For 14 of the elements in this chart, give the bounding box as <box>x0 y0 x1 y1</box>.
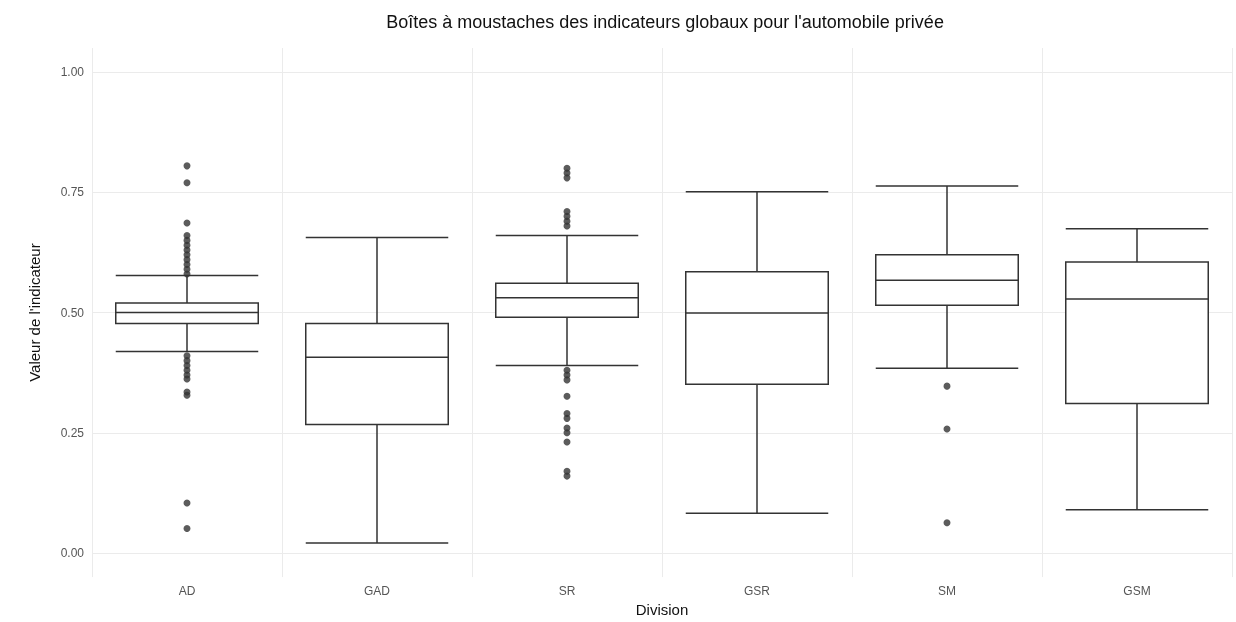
y-tick-label: 0.25 <box>60 425 85 440</box>
chart-title: Boîtes à moustaches des indicateurs globaux pour l'automobile privée <box>386 12 944 32</box>
y-tick-label: 1.00 <box>60 65 85 80</box>
x-tick-label: GAD <box>363 584 391 599</box>
x-tick-label: AD <box>178 584 196 599</box>
x-tick-label: SM <box>938 584 956 599</box>
x-axis-title: Division <box>635 601 689 618</box>
y-tick-label: 0.75 <box>60 185 85 200</box>
y-axis-title: Valeur de l'indicateur <box>26 243 43 382</box>
x-tick-label: GSM <box>1123 584 1151 599</box>
y-tick-label: 0.00 <box>60 546 85 561</box>
x-tick-label: GSR <box>743 584 771 599</box>
x-tick-label: SR <box>558 584 576 599</box>
y-tick-label: 0.50 <box>60 305 85 320</box>
